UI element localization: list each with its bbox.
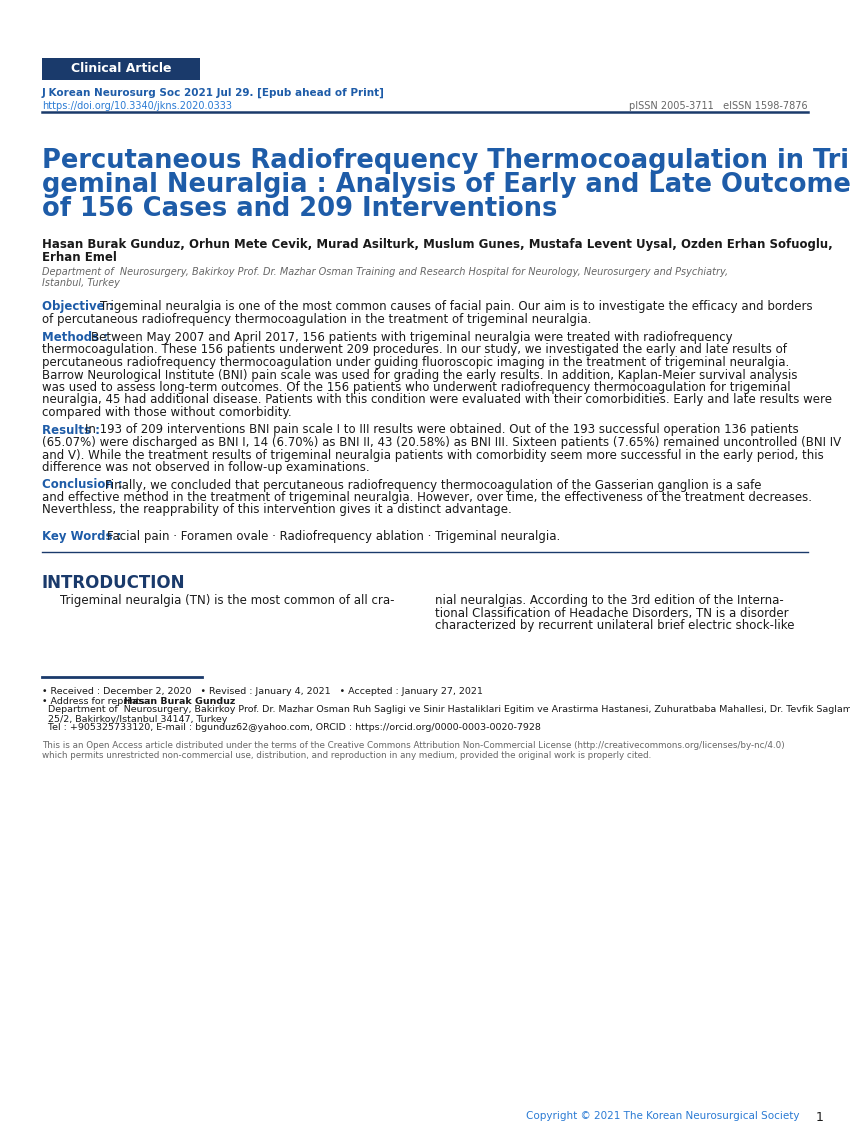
Text: Key Words :: Key Words : — [42, 530, 126, 543]
Text: percutaneous radiofrequency thermocoagulation under guiding fluoroscopic imaging: percutaneous radiofrequency thermocoagul… — [42, 356, 790, 369]
Text: Methods :: Methods : — [42, 331, 112, 344]
Text: 25/2, Bakirkoy/Istanbul 34147, Turkey: 25/2, Bakirkoy/Istanbul 34147, Turkey — [42, 715, 227, 724]
Text: Clinical Article: Clinical Article — [71, 62, 171, 76]
Text: Istanbul, Turkey: Istanbul, Turkey — [42, 278, 120, 288]
Text: Results :: Results : — [42, 424, 104, 436]
Text: Copyright © 2021 The Korean Neurosurgical Society: Copyright © 2021 The Korean Neurosurgica… — [526, 1111, 800, 1121]
Text: which permits unrestricted non-commercial use, distribution, and reproduction in: which permits unrestricted non-commercia… — [42, 751, 651, 760]
Text: https://doi.org/10.3340/jkns.2020.0333: https://doi.org/10.3340/jkns.2020.0333 — [42, 101, 232, 111]
Text: difference was not observed in follow-up examinations.: difference was not observed in follow-up… — [42, 461, 370, 474]
Text: Objective :: Objective : — [42, 300, 118, 313]
Text: and effective method in the treatment of trigeminal neuralgia. However, over tim: and effective method in the treatment of… — [42, 491, 812, 504]
Text: Facial pain · Foramen ovale · Radiofrequency ablation · Trigeminal neuralgia.: Facial pain · Foramen ovale · Radiofrequ… — [107, 530, 560, 543]
Text: Erhan Emel: Erhan Emel — [42, 252, 116, 264]
Text: was used to assess long-term outcomes. Of the 156 patients who underwent radiofr: was used to assess long-term outcomes. O… — [42, 381, 790, 394]
Text: tional Classification of Headache Disorders, TN is a disorder: tional Classification of Headache Disord… — [435, 606, 789, 620]
Bar — [42, 58, 200, 80]
Text: and V). While the treatment results of trigeminal neuralgia patients with comorb: and V). While the treatment results of t… — [42, 449, 824, 461]
Text: of percutaneous radiofrequency thermocoagulation in the treatment of trigeminal : of percutaneous radiofrequency thermocoa… — [42, 313, 592, 325]
Text: thermocoagulation. These 156 patients underwent 209 procedures. In our study, we: thermocoagulation. These 156 patients un… — [42, 343, 787, 357]
Text: Percutaneous Radiofrequency Thermocoagulation in Tri-: Percutaneous Radiofrequency Thermocoagul… — [42, 148, 850, 174]
Text: of 156 Cases and 209 Interventions: of 156 Cases and 209 Interventions — [42, 196, 558, 222]
Text: compared with those without comorbidity.: compared with those without comorbidity. — [42, 406, 292, 419]
Text: Between May 2007 and April 2017, 156 patients with trigeminal neuralgia were tre: Between May 2007 and April 2017, 156 pat… — [91, 331, 733, 344]
Text: (65.07%) were discharged as BNI I, 14 (6.70%) as BNI II, 43 (20.58%) as BNI III.: (65.07%) were discharged as BNI I, 14 (6… — [42, 436, 841, 449]
Text: • Received : December 2, 2020   • Revised : January 4, 2021   • Accepted : Janua: • Received : December 2, 2020 • Revised … — [42, 687, 483, 696]
Text: Tel : +905325733120, E-mail : bgunduz62@yahoo.com, ORCID : https://orcid.org/000: Tel : +905325733120, E-mail : bgunduz62@… — [42, 724, 541, 733]
Text: characterized by recurrent unilateral brief electric shock-like: characterized by recurrent unilateral br… — [435, 619, 795, 632]
Text: INTRODUCTION: INTRODUCTION — [42, 574, 185, 593]
Text: This is an Open Access article distributed under the terms of the Creative Commo: This is an Open Access article distribut… — [42, 741, 785, 750]
Text: Finally, we concluded that percutaneous radiofrequency thermocoagulation of the : Finally, we concluded that percutaneous … — [105, 478, 762, 492]
Text: Department of  Neurosurgery, Bakirkoy Prof. Dr. Mazhar Osman Training and Resear: Department of Neurosurgery, Bakirkoy Pro… — [42, 267, 728, 276]
Text: Department of  Neurosurgery, Bakirkoy Prof. Dr. Mazhar Osman Ruh Sagligi ve Sini: Department of Neurosurgery, Bakirkoy Pro… — [42, 706, 850, 715]
Text: Trigeminal neuralgia (TN) is the most common of all cra-: Trigeminal neuralgia (TN) is the most co… — [60, 594, 394, 607]
Text: Hasan Burak Gunduz, Orhun Mete Cevik, Murad Asilturk, Muslum Gunes, Mustafa Leve: Hasan Burak Gunduz, Orhun Mete Cevik, Mu… — [42, 238, 833, 252]
Text: • Address for reprints :: • Address for reprints : — [42, 697, 154, 706]
Text: Conclusion :: Conclusion : — [42, 478, 127, 492]
Text: Barrow Neurological Institute (BNI) pain scale was used for grading the early re: Barrow Neurological Institute (BNI) pain… — [42, 368, 797, 382]
Text: 1: 1 — [816, 1111, 824, 1124]
Text: J Korean Neurosurg Soc 2021 Jul 29. [Epub ahead of Print]: J Korean Neurosurg Soc 2021 Jul 29. [Epu… — [42, 88, 385, 99]
Text: Hasan Burak Gunduz: Hasan Burak Gunduz — [124, 697, 235, 706]
Text: nial neuralgias. According to the 3rd edition of the Interna-: nial neuralgias. According to the 3rd ed… — [435, 594, 784, 607]
Text: In 193 of 209 interventions BNI pain scale I to III results were obtained. Out o: In 193 of 209 interventions BNI pain sca… — [85, 424, 799, 436]
Text: Trigeminal neuralgia is one of the most common causes of facial pain. Our aim is: Trigeminal neuralgia is one of the most … — [100, 300, 813, 313]
Text: geminal Neuralgia : Analysis of Early and Late Outcomes: geminal Neuralgia : Analysis of Early an… — [42, 172, 850, 198]
Text: Neverthless, the reapprability of this intervention gives it a distinct advantag: Neverthless, the reapprability of this i… — [42, 503, 512, 517]
Text: pISSN 2005-3711   eISSN 1598-7876: pISSN 2005-3711 eISSN 1598-7876 — [629, 101, 808, 111]
Text: neuralgia, 45 had additional disease. Patients with this condition were evaluate: neuralgia, 45 had additional disease. Pa… — [42, 393, 832, 407]
